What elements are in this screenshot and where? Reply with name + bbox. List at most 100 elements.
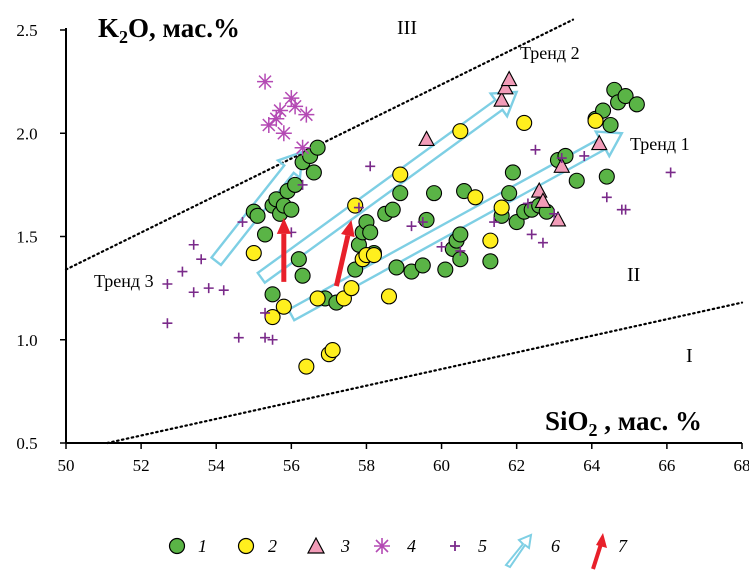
point-green-circle (617, 88, 634, 105)
legend-label-2: 2 (268, 536, 277, 556)
region-label-III: III (397, 17, 417, 39)
point-purple-plus (556, 153, 567, 164)
point-purple-plus (365, 161, 376, 172)
trend-2-label: Тренд 2 (520, 43, 580, 63)
x-tick-label: 50 (58, 456, 75, 475)
point-green-circle (388, 259, 405, 276)
point-magenta-star (257, 73, 274, 90)
point-green-circle (392, 185, 409, 202)
legend-item-4: 4 (374, 536, 416, 556)
y-tick-label: 2.5 (16, 21, 37, 40)
legend-label-5: 5 (478, 536, 487, 556)
point-yellow-circle (275, 298, 292, 315)
point-yellow-circle (347, 197, 364, 214)
point-purple-plus (406, 221, 417, 232)
point-yellow-circle (245, 244, 262, 262)
x-tick-label: 52 (133, 456, 150, 475)
point-purple-plus (522, 198, 533, 209)
point-magenta-star (272, 102, 289, 119)
point-magenta-star (268, 110, 285, 127)
point-green-circle (418, 211, 435, 229)
point-purple-plus (537, 237, 548, 248)
point-purple-plus (455, 245, 466, 256)
x-tick-label: 68 (734, 456, 749, 475)
point-pink-triangle (549, 210, 567, 227)
point-green-circle (384, 201, 401, 218)
legend: 1 2 3 4 5 6 7 (168, 533, 628, 570)
point-yellow-circle (587, 112, 604, 129)
x-label-sub: 2 (589, 420, 598, 440)
region-label-II: II (627, 264, 640, 286)
x-tick-label: 64 (583, 456, 601, 475)
point-pink-triangle (534, 192, 552, 208)
x-tick-label: 60 (433, 456, 450, 475)
point-purple-plus (530, 144, 541, 155)
point-purple-plus (549, 208, 560, 219)
point-magenta-star (294, 139, 311, 156)
point-purple-plus (218, 285, 229, 296)
legend-label-3: 3 (340, 536, 350, 556)
point-yellow-circle (309, 290, 326, 307)
point-magenta-star (298, 106, 315, 123)
y-tick-label: 1.0 (16, 331, 37, 350)
point-yellow-circle (467, 189, 484, 206)
point-purple-plus (162, 278, 173, 289)
legend-purple-plus-icon (450, 541, 460, 551)
region-label-I: I (686, 345, 693, 367)
point-green-circle (602, 116, 619, 134)
x-tick-label: 56 (283, 456, 300, 475)
point-purple-plus (665, 167, 676, 178)
x-tick-label: 62 (508, 456, 525, 475)
legend-red-arrow-icon (596, 533, 607, 548)
point-purple-plus (489, 217, 500, 228)
point-yellow-circle (392, 166, 409, 183)
point-green-circle (305, 164, 322, 181)
point-purple-plus (417, 217, 428, 228)
x-tick-label: 54 (208, 456, 226, 475)
point-magenta-star (283, 90, 300, 107)
red-arrow-1 (276, 217, 291, 234)
point-yellow-circle (380, 288, 398, 305)
point-green-circle (568, 172, 585, 189)
point-green-circle (482, 253, 499, 270)
point-green-circle (501, 185, 518, 202)
point-green-circle (437, 261, 454, 278)
legend-cyan-arrow-icon (504, 533, 533, 569)
x-label-rest: , мас. % (598, 406, 702, 436)
legend-item-2: 2 (237, 536, 277, 556)
x-tick-label: 66 (658, 456, 675, 475)
point-green-circle (264, 286, 281, 303)
red-arrow-2-shaft (333, 235, 351, 287)
point-yellow-circle (482, 232, 499, 249)
boundary-II-III (64, 18, 575, 271)
point-purple-plus (353, 202, 364, 213)
legend-red-arrow-shaft (591, 543, 603, 570)
point-purple-plus (526, 229, 537, 240)
y-axis-label: K2O, мас.% (98, 13, 240, 47)
trend-1-label: Тренд 1 (630, 134, 690, 154)
y-tick-label: 0.5 (16, 434, 37, 453)
legend-item-1: 1 (168, 536, 207, 556)
point-yellow-circle (493, 199, 510, 216)
point-yellow-circle (516, 114, 533, 131)
point-yellow-circle (365, 247, 383, 264)
legend-label-1: 1 (198, 536, 207, 556)
point-magenta-star (260, 116, 277, 133)
point-purple-plus (267, 334, 278, 345)
legend-label-4: 4 (407, 536, 416, 556)
point-purple-plus (297, 179, 308, 190)
red-arrow-2 (341, 219, 355, 238)
y-label-sub: 2 (119, 27, 128, 47)
legend-magenta-star-icon (374, 538, 390, 554)
legend-green-circle-icon (168, 537, 186, 555)
x-axis-label: SiO2 , мас. % (545, 406, 702, 440)
point-purple-plus (203, 283, 214, 294)
point-purple-plus (177, 266, 188, 277)
point-green-circle (628, 96, 645, 113)
point-pink-triangle (553, 157, 571, 173)
legend-item-3: 3 (307, 536, 350, 556)
boundary-I-II (106, 301, 744, 445)
y-tick-label: 1.5 (16, 228, 37, 247)
point-green-circle (504, 164, 521, 181)
